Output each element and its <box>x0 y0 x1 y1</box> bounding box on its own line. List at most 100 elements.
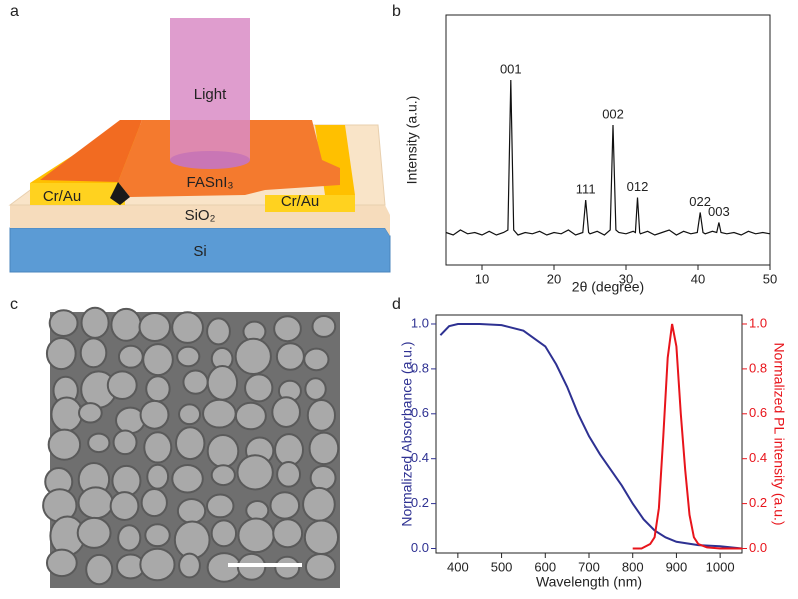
peak-label: 022 <box>689 194 711 209</box>
grain <box>176 497 207 525</box>
grain <box>273 315 302 343</box>
grain <box>272 518 304 549</box>
grain <box>139 547 176 582</box>
grain <box>210 519 238 548</box>
layer-label: Si <box>193 243 206 260</box>
edge <box>110 182 130 205</box>
device-diagram: Light FASnI₃ Cr/Au Cr/Au SiO₂ Si <box>8 18 391 273</box>
electrode <box>265 195 355 212</box>
grain <box>47 428 82 461</box>
grain <box>146 463 170 490</box>
light-spot <box>170 151 250 169</box>
grain <box>142 343 174 377</box>
electrode-label: Cr/Au <box>281 193 319 210</box>
grain <box>306 399 336 432</box>
y-tick-label: 0.0 <box>749 540 767 555</box>
grain <box>202 398 237 429</box>
x-tick-label: 40 <box>691 271 705 286</box>
grain <box>140 488 168 518</box>
grain <box>176 345 201 368</box>
grain <box>117 524 142 552</box>
grain <box>234 401 267 431</box>
grain <box>171 464 204 494</box>
film <box>40 120 142 182</box>
plot-frame <box>445 14 771 266</box>
grain <box>112 429 138 456</box>
grain <box>78 402 103 424</box>
x-tick-label: 600 <box>534 559 556 574</box>
x-tick-label: 50 <box>763 271 777 286</box>
grain <box>145 375 171 403</box>
grain <box>304 553 337 581</box>
grain <box>304 377 327 401</box>
x-tick-label: 900 <box>666 559 688 574</box>
electrode-label: Cr/Au <box>43 188 81 205</box>
grain <box>303 519 340 556</box>
grain <box>139 399 170 430</box>
panel-label: c <box>10 296 18 313</box>
grain <box>206 552 242 583</box>
panel-label: d <box>392 296 401 313</box>
peak-label: 003 <box>708 204 730 219</box>
grain <box>144 523 171 548</box>
y-tick-label: 0.4 <box>411 450 429 465</box>
grain <box>87 432 111 454</box>
x-axis-label: 2θ (degree) <box>572 279 644 295</box>
grain <box>85 553 114 586</box>
grain <box>45 336 77 371</box>
x-tick-label: 30 <box>619 271 633 286</box>
y-tick-label: 0.6 <box>411 405 429 420</box>
peak-label: 111 <box>576 181 596 196</box>
grain <box>236 454 274 491</box>
x-tick-label: 1000 <box>706 559 735 574</box>
peak-label: 001 <box>500 61 522 76</box>
sio2-front <box>10 205 390 236</box>
grain <box>311 315 337 338</box>
x-tick-label: 700 <box>578 559 600 574</box>
y-tick-label: 0.2 <box>749 495 767 510</box>
grain <box>234 337 272 376</box>
grain <box>171 311 204 344</box>
data-line <box>445 79 771 236</box>
grain <box>178 403 202 426</box>
x-tick-label: 10 <box>475 271 489 286</box>
grain <box>269 491 301 520</box>
electrode <box>30 183 125 205</box>
grain <box>271 396 301 428</box>
grain <box>308 431 340 466</box>
sem-image <box>42 306 340 588</box>
grain <box>109 491 140 521</box>
grain <box>79 337 108 369</box>
film-label: FASnI₃ <box>187 174 234 191</box>
x-tick-label: 500 <box>491 559 513 574</box>
x-tick-label: 400 <box>447 559 469 574</box>
y-tick-label: 0.0 <box>411 540 429 555</box>
grain <box>77 486 114 520</box>
y-tick-label: 0.8 <box>411 360 429 375</box>
grain <box>210 464 236 487</box>
y-axis-label: Normalized Absorbance (a.u.) <box>399 341 415 526</box>
grain <box>274 555 301 580</box>
y-tick-label: 0.2 <box>411 495 429 510</box>
y-axis-label: Intensity (a.u.) <box>404 96 420 185</box>
grain <box>143 431 173 464</box>
grain <box>173 520 211 560</box>
data-line <box>632 323 742 550</box>
light-label: Light <box>194 86 227 103</box>
grain <box>303 347 330 372</box>
grain <box>117 344 144 369</box>
panel-label: a <box>10 3 19 20</box>
x-axis-label: Wavelength (nm) <box>536 574 642 590</box>
grain <box>174 426 206 461</box>
y2-axis-label: Normalized PL intensity (a.u.) <box>771 342 787 525</box>
y-tick-label: 0.8 <box>749 360 767 375</box>
light-beam <box>170 18 250 160</box>
grain <box>178 552 201 579</box>
x-tick-label: 20 <box>547 271 561 286</box>
y-tick-label: 1.0 <box>749 315 767 330</box>
grain <box>275 342 305 371</box>
peak-label: 012 <box>627 179 649 194</box>
grain <box>50 396 83 433</box>
y-tick-label: 1.0 <box>411 315 429 330</box>
